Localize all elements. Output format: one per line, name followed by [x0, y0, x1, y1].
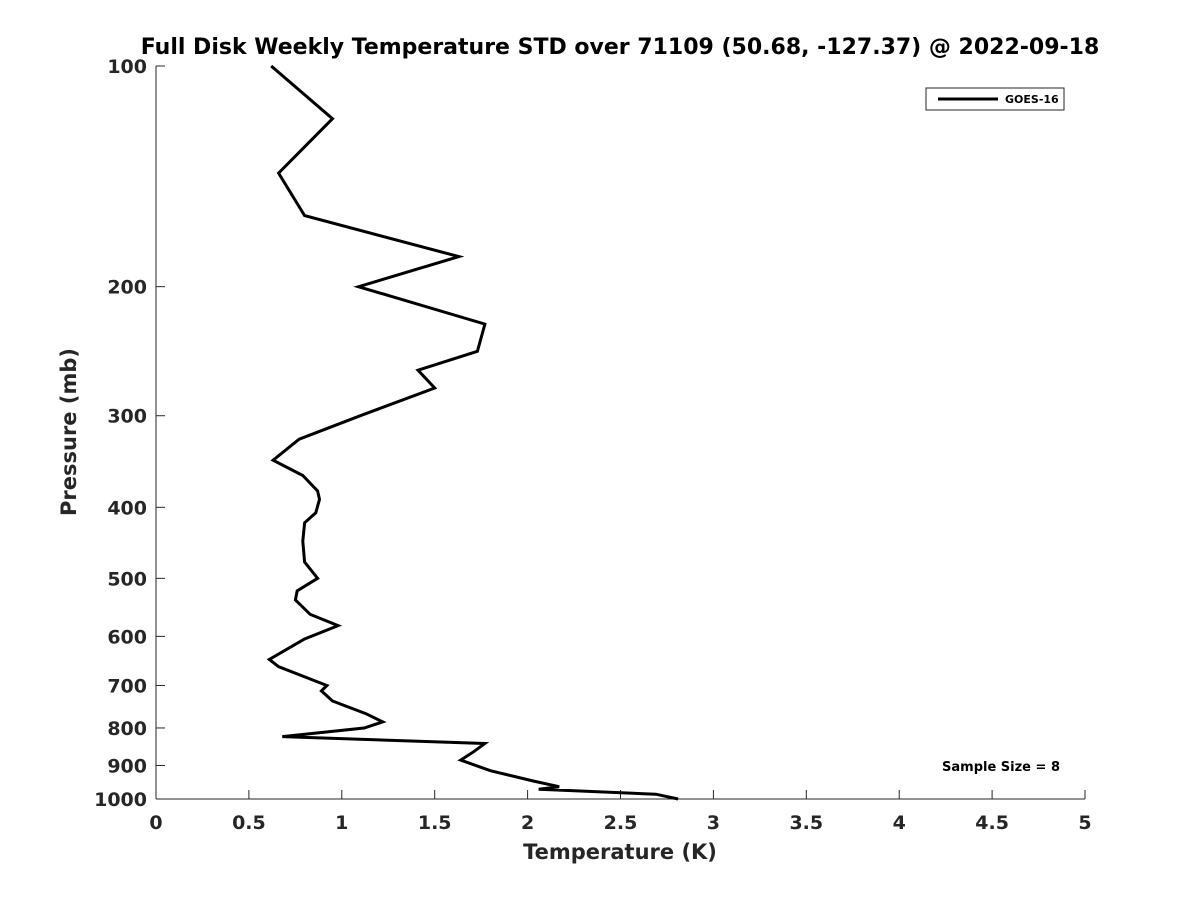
- y-tick-label: 800: [107, 718, 147, 740]
- y-tick-label: 300: [107, 406, 147, 428]
- chart-title: Full Disk Weekly Temperature STD over 71…: [141, 35, 1100, 60]
- x-tick-label: 1.5: [418, 812, 452, 834]
- sample-size-annotation: Sample Size = 8: [942, 760, 1060, 775]
- y-tick-label: 900: [107, 755, 147, 777]
- x-axis-ticks: 0 0.5 1 1.5 2 2.5 3 3.5 4 4.5 5: [149, 790, 1092, 834]
- series-layer: [266, 64, 679, 801]
- series-line-goes-16: [266, 64, 679, 801]
- x-axis-label: Temperature (K): [523, 840, 717, 864]
- y-tick-label: 700: [107, 675, 147, 697]
- y-tick-label: 400: [107, 497, 147, 519]
- x-tick-label: 4.5: [975, 812, 1009, 834]
- x-tick-label: 4: [893, 812, 906, 834]
- x-tick-label: 0: [149, 812, 162, 834]
- y-tick-label: 600: [107, 626, 147, 648]
- x-tick-label: 5: [1078, 812, 1091, 834]
- legend: GOES-16: [925, 87, 1065, 111]
- x-tick-label: 2: [521, 812, 534, 834]
- x-tick-label: 0.5: [232, 812, 266, 834]
- y-tick-label: 100: [107, 56, 147, 78]
- x-tick-label: 2.5: [604, 812, 638, 834]
- plot-area: [156, 66, 1085, 799]
- y-axis-label: Pressure (mb): [57, 348, 81, 516]
- y-tick-label: 200: [107, 277, 147, 299]
- y-tick-label: 500: [107, 568, 147, 590]
- y-tick-label: 1000: [94, 789, 147, 811]
- y-axis-ticks: 100 200 300 400 500 600 700 800 900 1000: [94, 56, 165, 811]
- legend-label: GOES-16: [1005, 93, 1059, 106]
- x-tick-label: 3: [707, 812, 720, 834]
- x-tick-label: 1: [335, 812, 348, 834]
- x-tick-label: 3.5: [789, 812, 823, 834]
